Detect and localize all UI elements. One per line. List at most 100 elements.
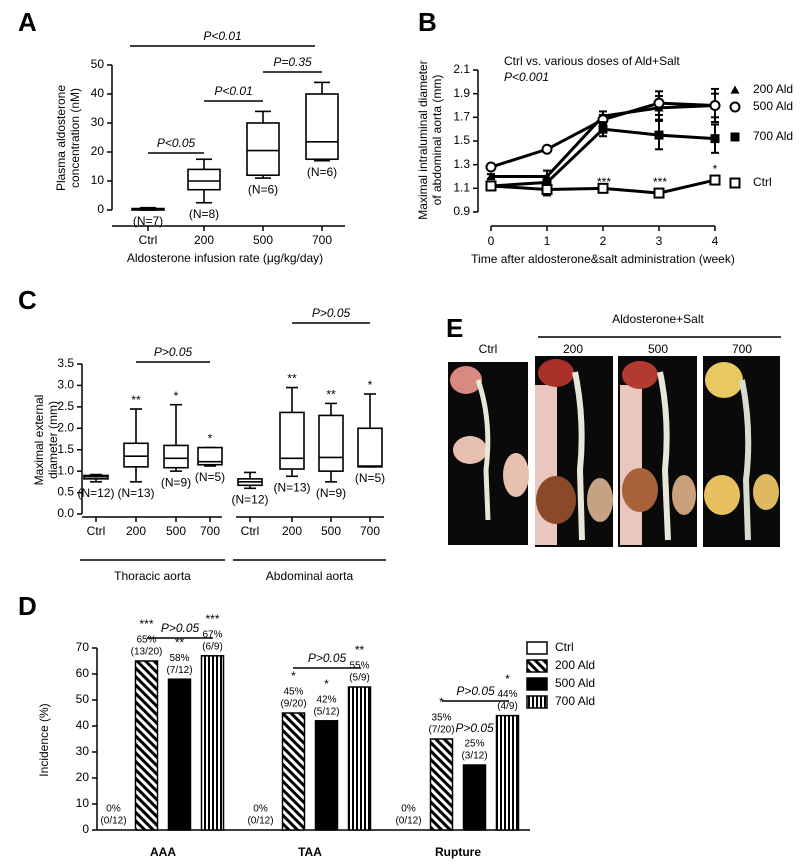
kidney (622, 468, 658, 512)
value-label: 0% (401, 804, 416, 815)
bar (281, 712, 306, 831)
y-tick-label: 0 (82, 822, 89, 836)
ruler (620, 385, 642, 545)
legend-swatch (526, 659, 548, 673)
x-tick-label: 3 (656, 234, 663, 248)
y-axis-label: Maximal intraluminal diameter (416, 60, 430, 219)
y-tick-label: 40 (76, 718, 90, 732)
heart (538, 359, 574, 387)
significance-stars: *** (653, 175, 667, 189)
x-tick-label: Ctrl (139, 233, 158, 247)
aorta (572, 371, 585, 541)
x-tick-label: 700 (360, 524, 380, 538)
data-point (541, 184, 553, 196)
column-label: 200 (563, 342, 583, 356)
y-tick-label: 3.0 (57, 378, 74, 392)
legend-marker (730, 132, 740, 142)
kidney (536, 476, 576, 524)
data-point (486, 172, 496, 181)
y-tick-label: 1.5 (453, 133, 470, 147)
significance-label: P=0.35 (273, 55, 312, 69)
legend-marker (729, 177, 741, 189)
n-label: (N=9) (161, 475, 191, 489)
value-label: 0% (106, 804, 121, 815)
panel-e: E Aldosterone+Salt Ctrl 200 500 700 (446, 312, 781, 547)
fraction-label: (4/9) (497, 701, 518, 712)
bar (462, 764, 487, 831)
photo-700 (703, 356, 780, 547)
significance-label: P<0.01 (214, 84, 252, 98)
y-tick-label: 1.1 (453, 181, 470, 195)
column-label: 700 (732, 342, 752, 356)
aorta (475, 379, 491, 521)
legend-swatch (526, 677, 548, 691)
value-label: 65% (136, 635, 156, 646)
x-axis-label: Time after aldosterone&salt administrati… (471, 252, 735, 266)
y-axis-label: Plasma aldosterone (54, 85, 68, 191)
bar (429, 738, 454, 831)
group-label: Thoracic aorta (114, 569, 191, 583)
y-tick-label: 0 (97, 202, 104, 216)
significance-label: P>0.05 (456, 684, 495, 698)
column-label: 500 (648, 342, 668, 356)
heart (705, 362, 743, 398)
heart (450, 366, 482, 394)
value-label: 58% (169, 653, 189, 664)
value-label: 67% (202, 629, 222, 640)
heart (622, 361, 658, 389)
fraction-label: (13/20) (131, 647, 163, 658)
significance-label: P>0.05 (312, 306, 351, 320)
significance-label: P<0.01 (203, 29, 241, 43)
kidney (704, 475, 740, 515)
legend-label: 200 Ald (555, 658, 595, 672)
data-point (598, 124, 608, 134)
x-tick-label: 2 (600, 234, 607, 248)
significance-stars: * (713, 162, 718, 176)
panel-label: C (18, 285, 37, 315)
fraction-label: (6/9) (202, 641, 223, 652)
fraction-label: (7/12) (166, 665, 192, 676)
fraction-label: (5/12) (313, 706, 339, 717)
box (187, 168, 221, 191)
y-tick-label: 40 (91, 86, 105, 100)
fraction-label: (0/12) (247, 816, 273, 827)
y-tick-label: 2.0 (57, 420, 74, 434)
x-axis-label: Aldosterone infusion rate (μg/kg/day) (127, 251, 323, 265)
significance-label: P>0.05 (154, 345, 193, 359)
column-label: Ctrl (479, 342, 498, 356)
value-label: 42% (316, 694, 336, 705)
x-tick-label: AAA (150, 845, 176, 859)
data-point (709, 100, 721, 111)
aorta (657, 371, 671, 541)
value-label: 25% (464, 739, 484, 750)
y-tick-label: 3.5 (57, 356, 74, 370)
y-tick-label: 70 (76, 640, 90, 654)
data-point (541, 143, 553, 155)
significance-stars: ** (355, 643, 365, 657)
n-label: (N=5) (355, 471, 385, 485)
significance-label: P<0.05 (157, 136, 196, 150)
y-tick-label: 0.0 (57, 506, 74, 520)
x-tick-label: 500 (321, 524, 341, 538)
annotation: Ctrl vs. various doses of Ald+Salt (504, 54, 680, 68)
y-axis-label: Incidence (%) (37, 703, 51, 776)
fraction-label: (7/20) (428, 725, 454, 736)
box (305, 93, 339, 161)
box (318, 414, 344, 472)
y-tick-label: 1.0 (57, 463, 74, 477)
legend-label: 700 Ald (555, 694, 595, 708)
data-point (653, 97, 665, 109)
x-tick-label: 1 (544, 234, 551, 248)
x-tick-label: 0 (488, 234, 495, 248)
significance-stars: *** (597, 175, 611, 189)
y-tick-label: 0.9 (453, 204, 470, 218)
value-label: 45% (283, 687, 303, 698)
y-tick-label: 20 (76, 770, 90, 784)
x-tick-label: 200 (282, 524, 302, 538)
box (197, 446, 223, 466)
value-label: 0% (253, 804, 268, 815)
y-tick-label: 1.7 (453, 110, 470, 124)
legend-swatch (526, 641, 548, 655)
significance-label: P>0.05 (308, 651, 347, 665)
